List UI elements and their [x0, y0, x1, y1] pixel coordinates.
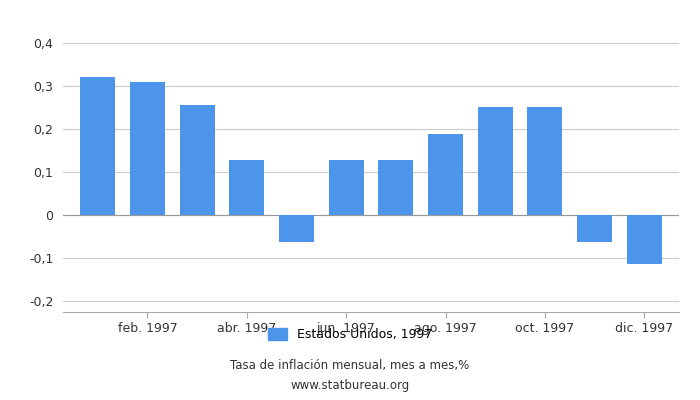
Bar [279, 215, 314, 242]
Legend: Estados Unidos, 1997: Estados Unidos, 1997 [268, 328, 432, 341]
Bar [578, 215, 612, 242]
Bar [428, 134, 463, 215]
Bar [180, 105, 214, 215]
Bar [130, 82, 164, 215]
Bar [230, 160, 264, 215]
Bar [478, 107, 512, 215]
Text: www.statbureau.org: www.statbureau.org [290, 380, 410, 392]
Bar [329, 160, 363, 215]
Bar [528, 107, 562, 215]
Text: Tasa de inflación mensual, mes a mes,%: Tasa de inflación mensual, mes a mes,% [230, 360, 470, 372]
Bar [626, 215, 662, 264]
Bar [80, 77, 116, 215]
Bar [379, 160, 413, 215]
